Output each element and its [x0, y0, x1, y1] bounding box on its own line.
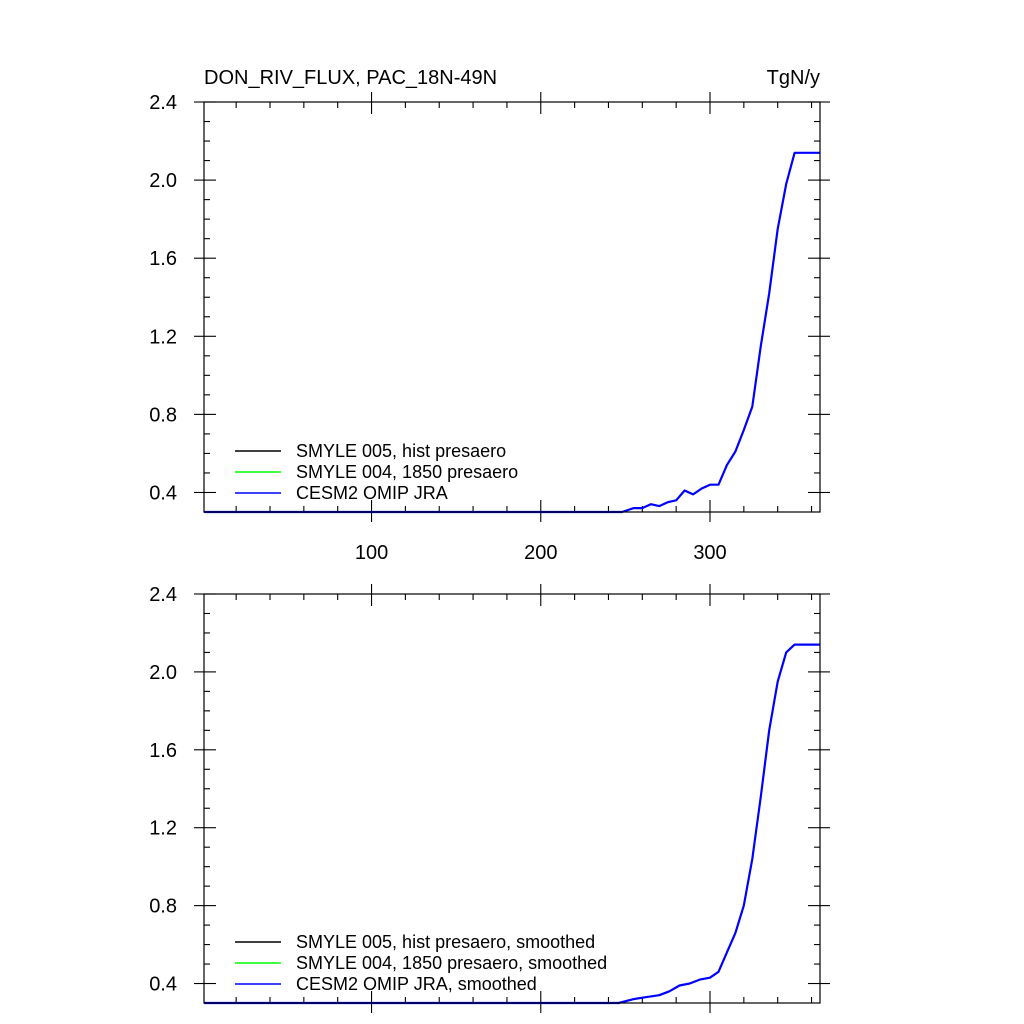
legend: SMYLE 005, hist presaero, smoothed SMYLE…	[235, 932, 607, 994]
chart-title: DON_RIV_FLUX, PAC_18N-49N	[204, 67, 497, 89]
chart-bottom-panel: 0.4 0.8 1.2 1.6 2.0 2.4 SMYLE 005, hist …	[149, 584, 830, 1013]
y-tick-label: 0.8	[149, 404, 177, 426]
x-tick-label: 300	[693, 542, 726, 564]
plot-frame	[203, 101, 821, 513]
plot-frame	[203, 593, 821, 1004]
legend-label: SMYLE 005, hist presaero	[296, 441, 506, 461]
series-line	[204, 151, 820, 514]
data-lines	[204, 151, 820, 514]
y-tick-label: 1.6	[149, 740, 177, 762]
legend-label: SMYLE 004, 1850 presaero, smoothed	[296, 953, 607, 973]
series-line	[204, 643, 820, 1005]
y-tick-label: 2.4	[149, 584, 177, 606]
y-tick-labels: 0.4 0.8 1.2 1.6 2.0 2.4	[149, 92, 177, 504]
y-tick-label: 2.0	[149, 662, 177, 684]
legend-label: CESM2 OMIP JRA	[296, 483, 448, 503]
x-tick-label: 100	[355, 542, 388, 564]
x-tick-label: 200	[524, 542, 557, 564]
y-tick-label: 2.4	[149, 92, 177, 114]
y-tick-label: 0.4	[149, 482, 177, 504]
y-tick-label: 1.2	[149, 326, 177, 348]
y-tick-label: 1.2	[149, 818, 177, 840]
y-tick-label: 0.4	[149, 974, 177, 996]
y-tick-label: 2.0	[149, 170, 177, 192]
y-tick-label: 1.6	[149, 248, 177, 270]
chart-top-panel: DON_RIV_FLUX, PAC_18N-49N TgN/y 0.4 0.8 …	[149, 67, 830, 564]
legend-label: CESM2 OMIP JRA, smoothed	[296, 974, 537, 994]
data-lines	[204, 643, 820, 1005]
y-tick-label: 0.8	[149, 896, 177, 918]
x-tick-labels: 100 200 300	[355, 542, 727, 564]
legend-label: SMYLE 005, hist presaero, smoothed	[296, 932, 595, 952]
legend-label: SMYLE 004, 1850 presaero	[296, 462, 518, 482]
units-label: TgN/y	[767, 67, 820, 89]
y-tick-labels: 0.4 0.8 1.2 1.6 2.0 2.4	[149, 584, 177, 996]
legend: SMYLE 005, hist presaero SMYLE 004, 1850…	[235, 441, 518, 503]
